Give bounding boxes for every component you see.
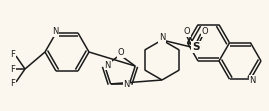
Text: S: S [192, 42, 200, 52]
Text: N: N [52, 27, 58, 36]
Text: O: O [184, 28, 190, 37]
Text: F: F [10, 51, 15, 59]
Text: N: N [123, 80, 130, 89]
Text: O: O [118, 49, 124, 57]
Text: F: F [10, 64, 15, 73]
Text: N: N [159, 34, 165, 43]
Text: F: F [10, 78, 15, 87]
Text: N: N [249, 76, 256, 85]
Text: N: N [105, 61, 111, 70]
Text: O: O [202, 28, 208, 37]
